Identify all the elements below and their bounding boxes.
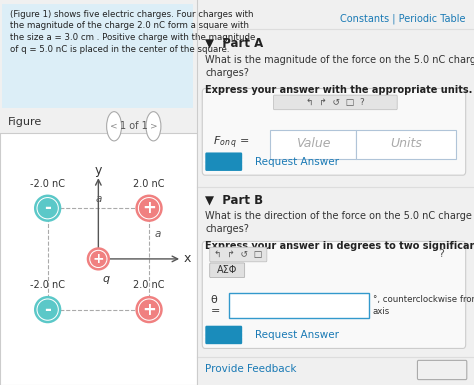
Circle shape xyxy=(137,196,162,221)
FancyBboxPatch shape xyxy=(2,4,193,108)
Text: Value: Value xyxy=(296,137,330,151)
FancyBboxPatch shape xyxy=(418,360,467,380)
Text: Express your answer with the appropriate units.: Express your answer with the appropriate… xyxy=(205,85,473,95)
Text: +: + xyxy=(92,252,104,266)
Text: Request Answer: Request Answer xyxy=(255,330,339,340)
Text: What is the direction of the force on the 5.0 nC charge in the middle of the fig: What is the direction of the force on th… xyxy=(205,211,474,234)
FancyBboxPatch shape xyxy=(202,89,465,175)
Circle shape xyxy=(37,300,58,320)
FancyBboxPatch shape xyxy=(202,241,465,348)
Circle shape xyxy=(107,112,121,141)
Text: ?: ? xyxy=(438,249,444,259)
Text: θ
=: θ = xyxy=(210,295,220,316)
Text: ↰  ↱  ↺  □  ?: ↰ ↱ ↺ □ ? xyxy=(306,98,365,107)
Circle shape xyxy=(37,198,58,218)
Text: AΣΦ: AΣΦ xyxy=(217,265,237,275)
FancyBboxPatch shape xyxy=(356,130,456,159)
Text: Figure: Figure xyxy=(8,117,42,127)
Text: Constants | Periodic Table: Constants | Periodic Table xyxy=(340,13,465,24)
Text: -2.0 nC: -2.0 nC xyxy=(30,280,65,290)
Circle shape xyxy=(35,297,60,322)
Text: Request Answer: Request Answer xyxy=(255,157,339,167)
Text: Provide Feedback: Provide Feedback xyxy=(205,364,297,374)
Text: What is the magnitude of the force on the 5.0 nC charge in the middle of the fig: What is the magnitude of the force on th… xyxy=(205,55,474,78)
FancyBboxPatch shape xyxy=(273,95,397,110)
FancyBboxPatch shape xyxy=(205,152,242,171)
Text: -2.0 nC: -2.0 nC xyxy=(30,179,65,189)
Text: 2.0 nC: 2.0 nC xyxy=(133,179,165,189)
FancyBboxPatch shape xyxy=(210,263,245,278)
FancyBboxPatch shape xyxy=(205,326,242,344)
Text: a: a xyxy=(95,194,101,204)
Text: ▼  Part A: ▼ Part A xyxy=(205,37,263,50)
Circle shape xyxy=(139,300,159,320)
Text: +: + xyxy=(142,199,156,217)
Text: >: > xyxy=(150,122,157,131)
Text: Submit: Submit xyxy=(203,330,245,340)
Text: Units: Units xyxy=(390,137,422,151)
Circle shape xyxy=(137,297,162,322)
Circle shape xyxy=(90,251,107,267)
Text: q: q xyxy=(102,274,109,284)
Text: Express your answer in degrees to two significant figures.: Express your answer in degrees to two si… xyxy=(205,241,474,251)
Text: y: y xyxy=(95,164,102,177)
Circle shape xyxy=(88,249,109,269)
Text: a: a xyxy=(154,229,161,239)
Text: (Figure 1) shows five electric charges. Four charges with
the magnitude of the c: (Figure 1) shows five electric charges. … xyxy=(10,10,255,54)
Circle shape xyxy=(35,196,60,221)
FancyBboxPatch shape xyxy=(210,247,267,262)
Text: ↰  ↱  ↺  □: ↰ ↱ ↺ □ xyxy=(214,250,263,259)
Text: -: - xyxy=(44,199,51,217)
Circle shape xyxy=(139,198,159,218)
Text: +: + xyxy=(142,301,156,319)
Text: Next ›: Next › xyxy=(426,365,458,375)
FancyBboxPatch shape xyxy=(270,130,356,159)
Text: 2.0 nC: 2.0 nC xyxy=(133,280,165,290)
Text: Submit: Submit xyxy=(203,157,245,167)
Text: °, counterclockwise from the positive z-
axis: °, counterclockwise from the positive z-… xyxy=(373,295,474,316)
Text: -: - xyxy=(44,301,51,319)
Text: 1 of 1: 1 of 1 xyxy=(120,121,147,131)
Text: ▼  Part B: ▼ Part B xyxy=(205,193,263,206)
Text: <: < xyxy=(110,122,118,131)
Circle shape xyxy=(146,112,161,141)
Text: $F_{on\,q}$ =: $F_{on\,q}$ = xyxy=(213,135,250,151)
FancyBboxPatch shape xyxy=(0,133,197,385)
FancyBboxPatch shape xyxy=(229,293,369,318)
Text: x: x xyxy=(183,253,191,265)
